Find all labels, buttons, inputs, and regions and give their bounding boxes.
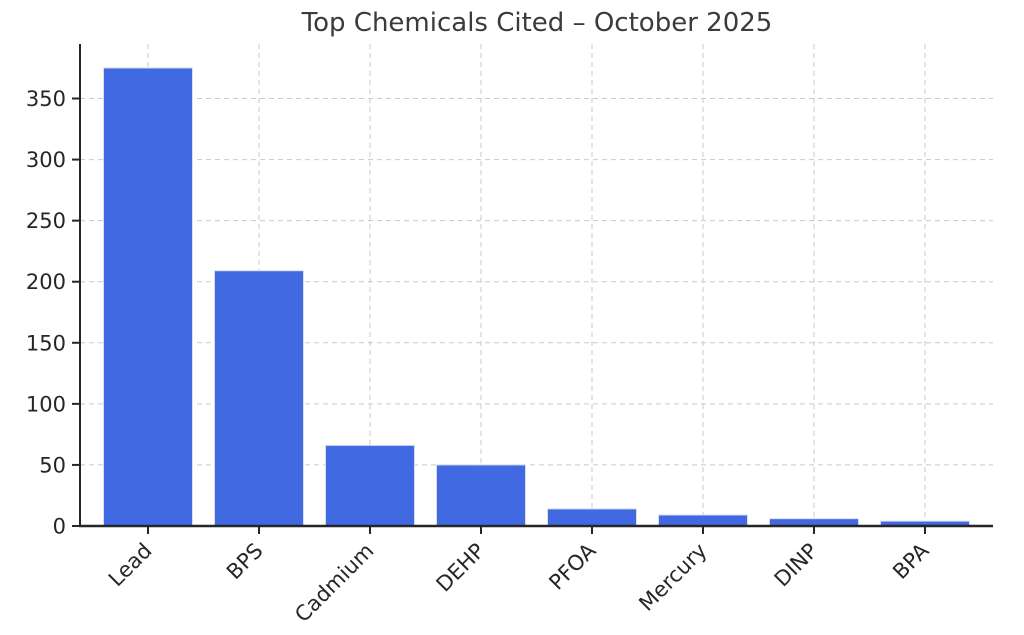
chart-title: Top Chemicals Cited – October 2025 bbox=[301, 8, 773, 38]
x-tick-label: BPS bbox=[222, 539, 268, 585]
x-tick-label: Cadmium bbox=[290, 539, 378, 627]
y-tick-label: 350 bbox=[26, 87, 66, 111]
bar-cadmium bbox=[325, 444, 415, 527]
bar-lead bbox=[103, 67, 193, 527]
x-tick-label: BPA bbox=[888, 538, 934, 584]
y-tick-label: 50 bbox=[39, 453, 66, 477]
x-tick-label: Lead bbox=[104, 539, 157, 592]
y-tick-label: 200 bbox=[26, 270, 66, 294]
y-tick-label: 300 bbox=[26, 148, 66, 172]
y-tick-label: 100 bbox=[26, 392, 66, 416]
x-tick-label: DINP bbox=[770, 539, 823, 592]
y-tick-label: 250 bbox=[26, 209, 66, 233]
x-tick-label: DEHP bbox=[432, 539, 490, 597]
bar-mercury bbox=[658, 514, 748, 527]
bar-pfoa bbox=[547, 508, 637, 527]
bar-bps bbox=[214, 270, 304, 527]
y-tick-label: 0 bbox=[53, 515, 66, 539]
x-tick-label: Mercury bbox=[634, 539, 711, 616]
y-tick-label: 150 bbox=[26, 331, 66, 355]
bar-dehp bbox=[436, 464, 526, 527]
x-tick-label: PFOA bbox=[544, 538, 600, 594]
